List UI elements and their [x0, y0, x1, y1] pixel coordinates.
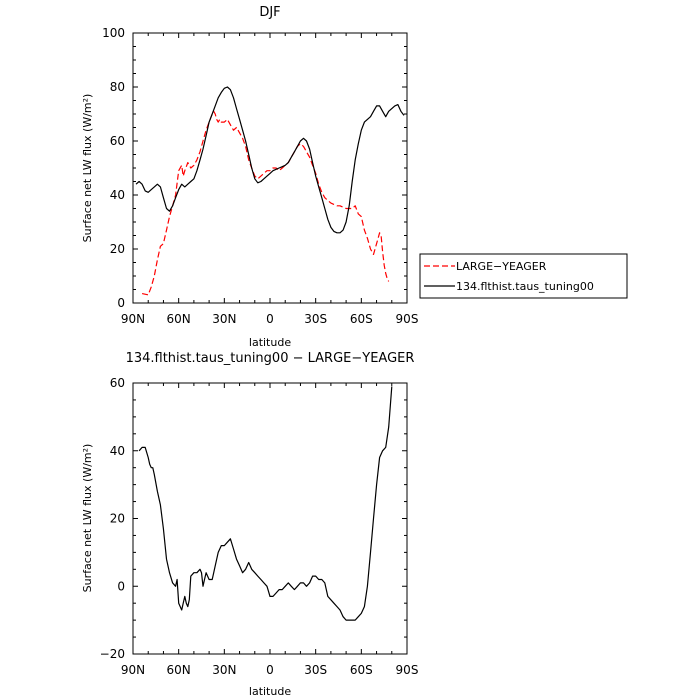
top-y-tick-labels: 0 20 40 60 80 100 — [102, 26, 125, 310]
top-y-axis-label: Surface net LW flux (W/m²) — [81, 94, 94, 243]
top-y-tick-label: 80 — [110, 80, 125, 94]
top-x-tick-label: 0 — [266, 312, 274, 326]
bottom-y-tick-label: 40 — [110, 444, 125, 458]
bottom-y-tick-label: 0 — [117, 579, 125, 593]
bottom-x-axis-label: latitude — [249, 685, 291, 698]
bottom-y-axis-label: Surface net LW flux (W/m²) — [81, 444, 94, 593]
legend-label-large-yeager: LARGE−YEAGER — [456, 260, 547, 273]
top-x-tick-label: 60S — [350, 312, 373, 326]
bottom-y-tick-labels: −20 0 20 40 60 — [100, 376, 125, 661]
bottom-y-tick-label: −20 — [100, 647, 125, 661]
top-x-tick-label: 30N — [212, 312, 236, 326]
bottom-x-tick-label: 60S — [350, 663, 373, 677]
top-chart-title: DJF — [259, 5, 280, 20]
bottom-x-tick-label: 0 — [266, 663, 274, 677]
top-x-tick-label: 90N — [121, 312, 145, 326]
bottom-series-line-difference — [138, 386, 393, 621]
bottom-series-lines — [138, 386, 393, 621]
legend-box — [419, 253, 628, 299]
bottom-x-tick-label: 60N — [167, 663, 191, 677]
bottom-chart-title: 134.flthist.taus_tuning00 − LARGE−YEAGER — [126, 351, 415, 366]
panel-bottom-chart: 134.flthist.taus_tuning00 − LARGE−YEAGER… — [81, 351, 418, 698]
top-x-tick-label: 60N — [167, 312, 191, 326]
legend-label-taus-tuning: 134.flthist.taus_tuning00 — [456, 280, 594, 293]
bottom-y-tick-label: 60 — [110, 376, 125, 390]
bottom-x-tick-label: 90S — [396, 663, 419, 677]
top-series-lines — [135, 86, 405, 296]
top-series-line-large-yeager — [141, 110, 390, 296]
top-y-tick-label: 100 — [102, 26, 125, 40]
top-axis-ticks — [132, 32, 408, 304]
top-y-tick-label: 20 — [110, 242, 125, 256]
bottom-axis-ticks — [132, 382, 408, 655]
top-x-tick-label: 90S — [396, 312, 419, 326]
top-x-tick-label: 30S — [304, 312, 327, 326]
top-x-tick-labels: 90N 60N 30N 0 30S 60S 90S — [121, 312, 419, 326]
legend: LARGE−YEAGER 134.flthist.taus_tuning00 — [419, 253, 628, 299]
panel-top-chart: DJF 90N 60N 30N 0 30S 60S 90S 0 20 40 60 80 100 lat… — [81, 5, 418, 349]
bottom-x-tick-label: 30N — [212, 663, 236, 677]
bottom-x-tick-label: 30S — [304, 663, 327, 677]
bottom-y-tick-label: 20 — [110, 512, 125, 526]
top-y-tick-label: 40 — [110, 188, 125, 202]
top-y-tick-label: 0 — [117, 296, 125, 310]
bottom-x-tick-labels: 90N 60N 30N 0 30S 60S 90S — [121, 663, 419, 677]
top-series-line-134-flthist-taus-tuning00 — [135, 86, 405, 234]
bottom-plot-frame — [132, 382, 408, 655]
bottom-x-tick-label: 90N — [121, 663, 145, 677]
top-y-tick-label: 60 — [110, 134, 125, 148]
top-x-axis-label: latitude — [249, 336, 291, 349]
top-plot-frame — [132, 32, 408, 304]
